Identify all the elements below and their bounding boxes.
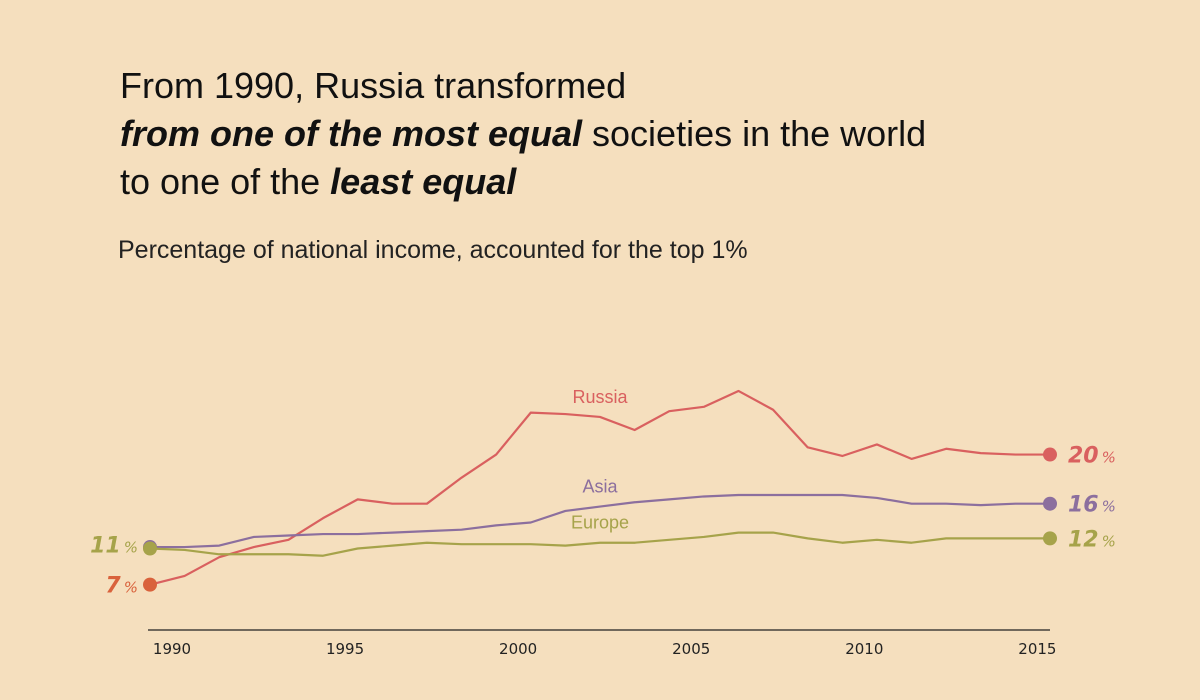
title-line-2-rest: societies in the world <box>582 113 927 154</box>
chart-subtitle: Percentage of national income, accounted… <box>118 236 748 264</box>
title-emphasis-least-equal: least equal <box>330 161 517 202</box>
end-point-russia <box>1043 447 1057 462</box>
title-line-2: from one of the most equal societies in … <box>120 110 926 158</box>
x-tick-label-2010: 2010 <box>845 640 883 658</box>
title-line-3: to one of the least equal <box>120 158 926 206</box>
end-point-europe <box>1043 531 1057 546</box>
label-layer: Russia 20 % 7 % Asia 16 % Europe 12 % 11% <box>90 387 1116 599</box>
x-tick-label-1995: 1995 <box>326 640 364 658</box>
start-value-russia: 7% <box>105 574 138 599</box>
x-tick-label-2000: 2000 <box>499 640 537 658</box>
series-line-asia <box>150 493 1050 549</box>
series-label-europe: Europe <box>571 513 629 533</box>
x-tick-label-2005: 2005 <box>672 640 710 658</box>
x-tick-label-2015: 2015 <box>1018 640 1056 658</box>
start-value-europe: 11% <box>90 534 138 559</box>
end-point-asia <box>1043 496 1057 511</box>
title-emphasis-most-equal: from one of the most equal <box>120 113 583 154</box>
x-tick-label-1990: 1990 <box>153 640 191 658</box>
end-value-europe: 12% <box>1068 527 1116 552</box>
start-point-russia <box>143 577 157 592</box>
chart-title: From 1990, Russia transformed from one o… <box>120 62 926 206</box>
series-line-russia <box>149 389 1050 586</box>
series-line-europe <box>149 531 1050 557</box>
series-label-russia: Russia <box>572 387 628 407</box>
end-value-asia: 16% <box>1068 493 1116 518</box>
title-line-3-start: to one of the <box>120 161 331 202</box>
end-value-russia: 20% <box>1068 444 1116 469</box>
series-layer <box>143 389 1057 592</box>
x-axis: 1990 1995 2000 2005 2010 2015 <box>148 629 1056 658</box>
start-point-europe <box>143 541 157 556</box>
series-label-asia: Asia <box>582 477 618 497</box>
title-line-1: From 1990, Russia transformed <box>120 65 627 106</box>
